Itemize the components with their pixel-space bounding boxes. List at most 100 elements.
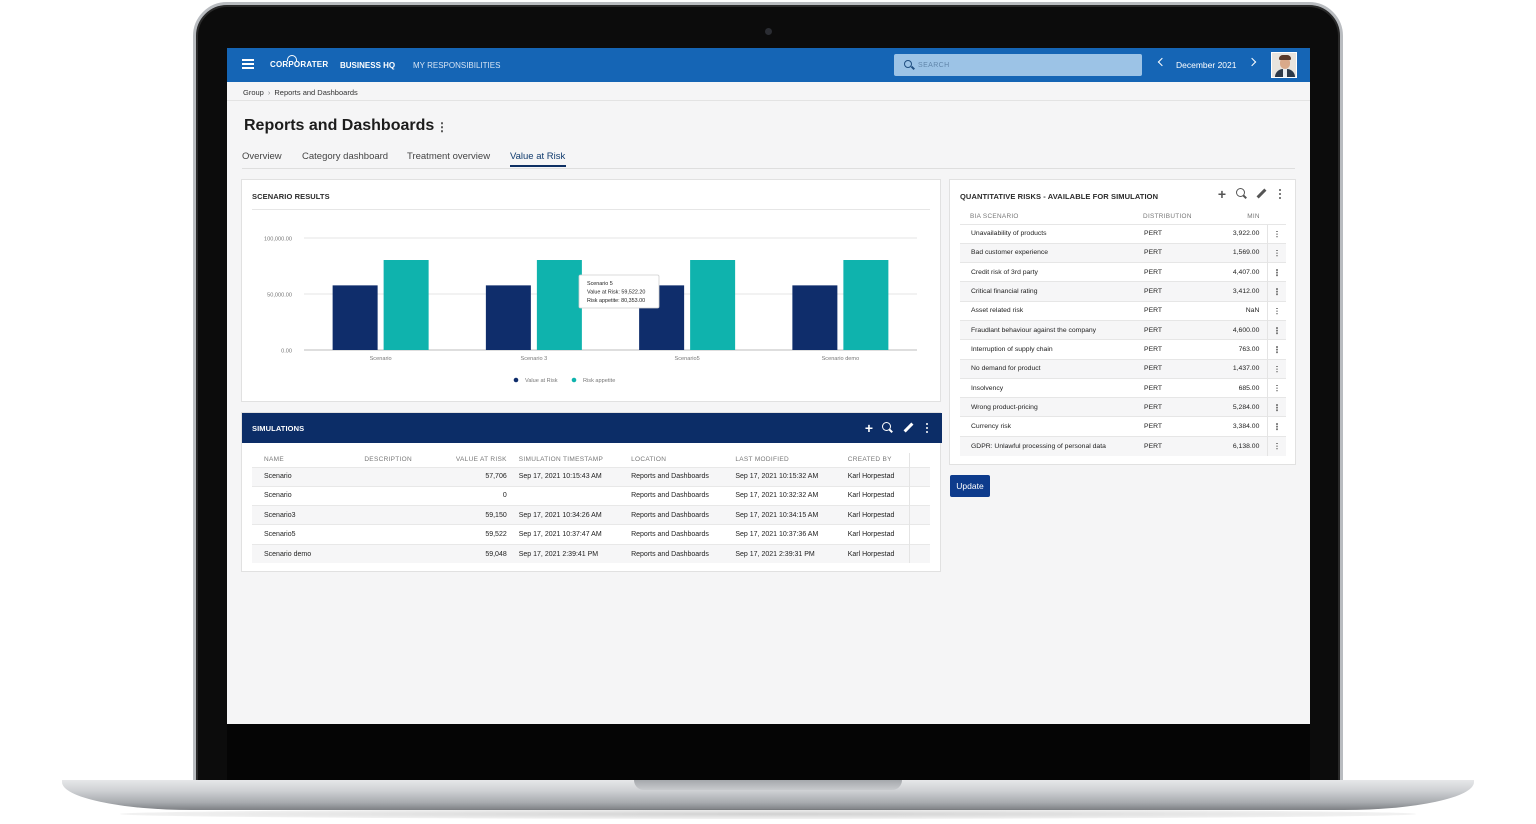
column-header[interactable]: DESCRIPTION	[364, 456, 413, 464]
row-menu[interactable]	[1267, 416, 1286, 437]
avatar[interactable]	[1271, 52, 1297, 78]
y-tick-label: 50,000.00	[267, 293, 292, 299]
column-header[interactable]: VALUE AT RISK	[455, 456, 507, 464]
table-row[interactable]: Insolvency PERT 685.00	[960, 377, 1286, 398]
kebab-icon	[1276, 423, 1278, 426]
row-menu[interactable]	[1267, 377, 1286, 398]
cell-min: 3,384.00	[1203, 416, 1268, 437]
table-row[interactable]: Critical financial rating PERT 3,412.00	[960, 281, 1286, 302]
cell-created-by: Karl Horpestad	[845, 485, 910, 506]
legend-label: Risk appetite	[583, 378, 615, 384]
cell-timestamp: Sep 17, 2021 2:39:41 PM	[516, 543, 630, 564]
chart-tooltip	[578, 274, 660, 309]
cell-value-at-risk: 59,048	[440, 543, 517, 564]
cell-value-at-risk: 59,522	[440, 524, 517, 545]
column-header[interactable]: NAME	[264, 456, 284, 464]
row-menu[interactable]	[1267, 435, 1286, 456]
cell-bia-scenario: No demand for product	[960, 358, 1134, 379]
kebab-icon[interactable]	[920, 421, 934, 435]
chevron-right-icon[interactable]	[1247, 57, 1257, 67]
table-row[interactable]: Scenario 0 Reports and Dashboards Sep 17…	[252, 485, 930, 506]
row-menu[interactable]	[1267, 339, 1286, 360]
update-button[interactable]: Update	[950, 475, 990, 497]
menu-icon[interactable]	[242, 59, 254, 69]
kebab-icon[interactable]	[1273, 187, 1287, 201]
search-icon[interactable]	[881, 421, 895, 435]
cell-timestamp	[516, 485, 630, 506]
table-row[interactable]: Asset related risk PERT NaN	[960, 300, 1286, 321]
simulations-card: SIMULATIONS + NAME DESCRIPTION VALUE AT …	[241, 412, 942, 572]
cell-created-by: Karl Horpestad	[845, 505, 910, 525]
plus-icon[interactable]: +	[864, 420, 874, 436]
scenario-results-card: SCENARIO RESULTS 100,000.00 50,000.00 0.00…	[241, 179, 941, 402]
column-header[interactable]: CREATED BY	[847, 456, 892, 464]
pencil-icon[interactable]	[901, 421, 915, 435]
row-menu[interactable]	[1267, 281, 1286, 302]
kebab-icon	[1276, 384, 1278, 387]
cell-bia-scenario: Bad customer experience	[960, 242, 1134, 263]
column-header[interactable]: SIMULATION TIMESTAMP	[518, 456, 604, 464]
cell-distribution: PERT	[1133, 242, 1204, 263]
table-row[interactable]: Scenario5 59,522 Sep 17, 2021 10:37:47 A…	[252, 524, 930, 545]
legend-label: Value at Risk	[525, 378, 558, 384]
table-row[interactable]: Wrong product-pricing PERT 5,284.00	[960, 397, 1286, 417]
table-row[interactable]: Scenario 57,706 Sep 17, 2021 10:15:43 AM…	[252, 466, 930, 487]
card-title: QUANTITATIVE RISKS - AVAILABLE FOR SIMUL…	[960, 192, 1159, 201]
cell-last-modified: Sep 17, 2021 10:34:15 AM	[733, 505, 846, 525]
column-header[interactable]: MIN	[1247, 213, 1260, 221]
table-row[interactable]: Scenario3 59,150 Sep 17, 2021 10:34:26 A…	[252, 505, 930, 525]
logo[interactable]: CORPORATER	[270, 60, 329, 69]
breadcrumb: Group › Reports and Dashboards	[243, 88, 358, 97]
search-box[interactable]	[894, 54, 1142, 76]
tab-treatment-overview[interactable]: Treatment overview	[407, 151, 491, 162]
column-gutter	[909, 453, 930, 467]
cell-min: 3,412.00	[1203, 281, 1268, 302]
bar-value-at-risk	[792, 285, 838, 350]
row-menu[interactable]	[1267, 262, 1286, 282]
table-row[interactable]: Scenario demo 59,048 Sep 17, 2021 2:39:4…	[252, 543, 930, 564]
row-menu[interactable]	[1267, 319, 1286, 340]
table-header-row: NAME DESCRIPTION VALUE AT RISK SIMULATIO…	[252, 453, 930, 467]
cell-bia-scenario: Asset related risk	[960, 300, 1134, 321]
cell-min: 4,600.00	[1203, 319, 1268, 340]
plus-icon[interactable]: +	[1217, 186, 1227, 202]
table-row[interactable]: Interruption of supply chain PERT 763.00	[960, 339, 1286, 360]
cell-timestamp: Sep 17, 2021 10:37:47 AM	[516, 524, 630, 545]
nav-my-responsibilities[interactable]: MY RESPONSIBILITIES	[413, 61, 501, 70]
cell-name: Scenario demo	[252, 543, 363, 564]
table-row[interactable]: Currency risk PERT 3,384.00	[960, 416, 1286, 437]
cell-description	[362, 543, 441, 564]
tab-overview[interactable]: Overview	[242, 151, 282, 162]
period-label[interactable]: December 2021	[1176, 60, 1237, 70]
pencil-icon[interactable]	[1254, 187, 1268, 201]
laptop-shadow	[120, 809, 1416, 819]
tab-value-at-risk[interactable]: Value at Risk	[510, 151, 566, 162]
cell-distribution: PERT	[1133, 262, 1204, 282]
row-menu[interactable]	[1267, 242, 1286, 263]
column-header[interactable]: LAST MODIFIED	[735, 456, 789, 464]
cell-name: Scenario5	[252, 524, 363, 545]
table-row[interactable]: Bad customer experience PERT 1,569.00	[960, 242, 1286, 263]
row-menu[interactable]	[1267, 300, 1286, 321]
column-header[interactable]: BIA SCENARIO	[970, 213, 1019, 221]
row-menu[interactable]	[1267, 358, 1286, 379]
row-menu[interactable]	[1267, 223, 1286, 244]
table-row[interactable]: Fraudlant behaviour against the company P…	[960, 319, 1286, 340]
row-menu[interactable]	[1267, 397, 1286, 417]
cell-created-by: Karl Horpestad	[845, 543, 910, 564]
table-row[interactable]: No demand for product PERT 1,437.00	[960, 358, 1286, 379]
nav-business-hq[interactable]: BUSINESS HQ	[340, 61, 396, 70]
table-row[interactable]: Unavailability of products PERT 3,922.00	[960, 223, 1286, 244]
search-icon[interactable]	[1235, 187, 1249, 201]
tab-category-dashboard[interactable]: Category dashboard	[302, 151, 389, 162]
kebab-icon[interactable]: ⋮	[436, 120, 448, 134]
cell-gutter	[909, 524, 930, 545]
search-input[interactable]	[918, 57, 1133, 73]
column-header[interactable]: DISTRIBUTION	[1143, 213, 1192, 221]
column-header[interactable]: LOCATION	[631, 456, 667, 464]
chevron-left-icon[interactable]	[1157, 57, 1167, 67]
bar-risk-appetite	[843, 260, 889, 350]
table-row[interactable]: GDPR: Unlawful processing of personal da…	[960, 435, 1286, 456]
breadcrumb-group[interactable]: Group	[243, 88, 264, 97]
table-row[interactable]: Credit risk of 3rd party PERT 4,407.00	[960, 262, 1286, 282]
